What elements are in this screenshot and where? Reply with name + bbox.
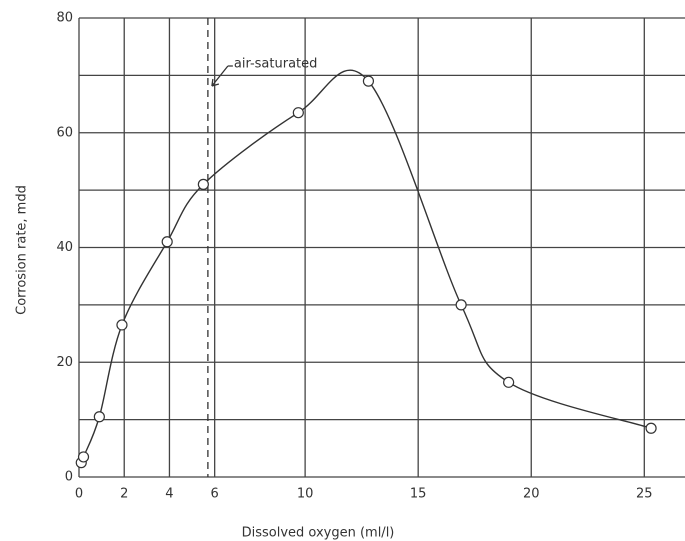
x-tick-label: 20	[523, 487, 540, 502]
x-tick-label: 2	[120, 487, 128, 502]
y-tick-label: 60	[56, 125, 73, 140]
y-tick-label: 80	[56, 11, 73, 26]
point	[363, 76, 373, 86]
point	[646, 423, 656, 433]
point	[117, 320, 127, 330]
y-axis-title: Corrosion rate, mdd	[15, 185, 30, 315]
x-tick-label: 15	[410, 487, 427, 502]
x-tick-label: 6	[211, 487, 219, 502]
point	[504, 377, 514, 387]
chart: Dissolved oxygen (ml/l) Corrosion rate, …	[0, 0, 685, 541]
x-tick-label: 10	[297, 487, 314, 502]
point	[162, 237, 172, 247]
x-tick-label: 0	[75, 487, 83, 502]
point	[79, 452, 89, 462]
point	[198, 179, 208, 189]
point	[293, 108, 303, 118]
x-tick-label: 25	[636, 487, 653, 502]
x-tick-label: 4	[165, 487, 173, 502]
x-axis-title: Dissolved oxygen (ml/l)	[242, 526, 395, 541]
annotation-label: air-saturated	[234, 57, 318, 72]
curve	[81, 70, 651, 463]
point	[456, 300, 466, 310]
y-tick-label: 20	[56, 355, 73, 370]
y-tick-label: 40	[56, 240, 73, 255]
y-tick-label: 0	[65, 470, 73, 485]
point	[94, 412, 104, 422]
